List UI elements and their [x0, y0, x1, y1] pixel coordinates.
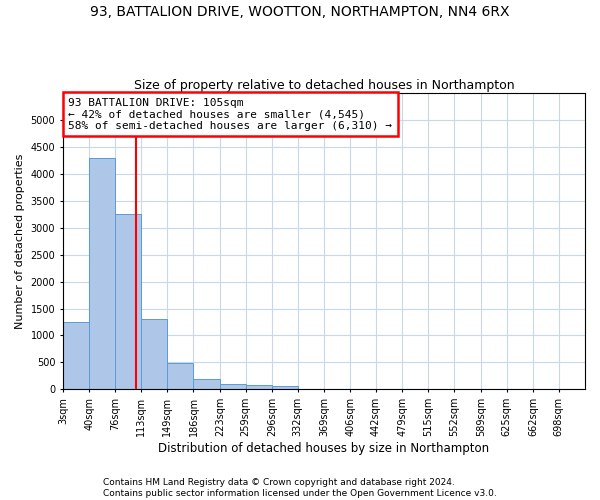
Text: Contains HM Land Registry data © Crown copyright and database right 2024.
Contai: Contains HM Land Registry data © Crown c…: [103, 478, 497, 498]
Bar: [272, 386, 298, 390]
Bar: [142, 320, 167, 390]
Bar: [220, 384, 245, 390]
Bar: [89, 158, 115, 390]
Text: 93, BATTALION DRIVE, WOOTTON, NORTHAMPTON, NN4 6RX: 93, BATTALION DRIVE, WOOTTON, NORTHAMPTO…: [90, 5, 510, 19]
Bar: [167, 364, 193, 390]
Bar: [115, 214, 142, 390]
Bar: [245, 385, 272, 390]
Text: 93 BATTALION DRIVE: 105sqm
← 42% of detached houses are smaller (4,545)
58% of s: 93 BATTALION DRIVE: 105sqm ← 42% of deta…: [68, 98, 392, 131]
Title: Size of property relative to detached houses in Northampton: Size of property relative to detached ho…: [134, 79, 514, 92]
Bar: [193, 378, 220, 390]
Y-axis label: Number of detached properties: Number of detached properties: [15, 154, 25, 329]
X-axis label: Distribution of detached houses by size in Northampton: Distribution of detached houses by size …: [158, 442, 490, 455]
Bar: [63, 322, 89, 390]
